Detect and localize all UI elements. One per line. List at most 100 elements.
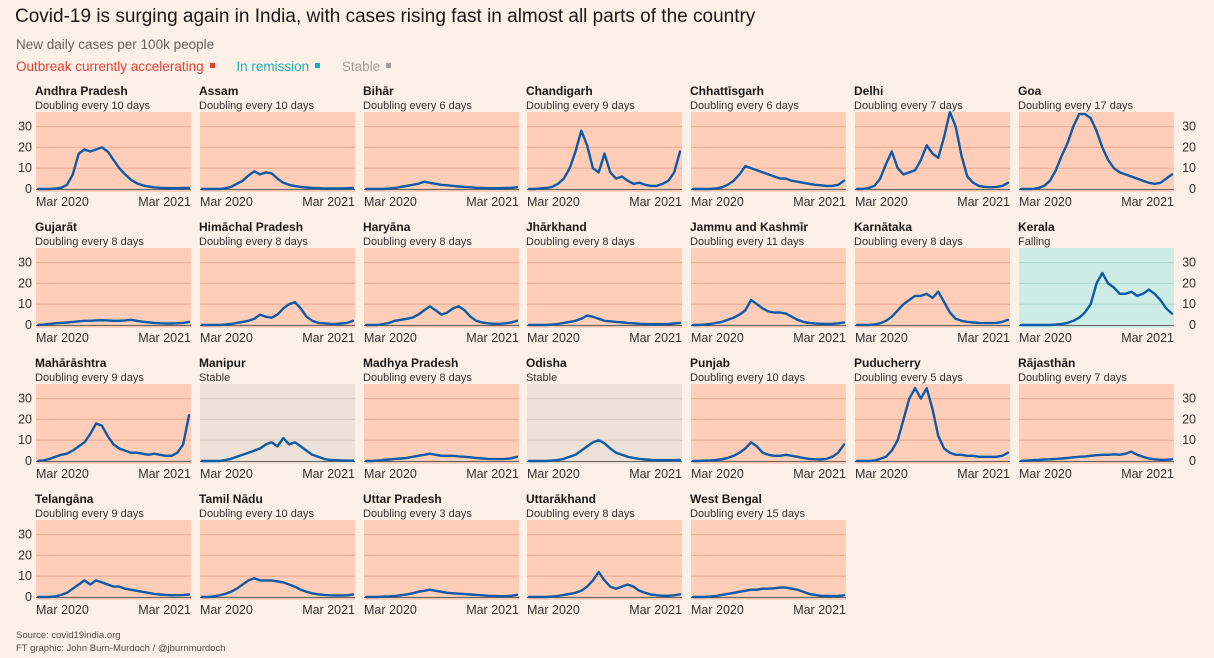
- panel-bg-haryana: [364, 248, 519, 328]
- panel-note-telangana: Doubling every 9 days: [35, 508, 144, 520]
- panel-note-tamil-nadu: Doubling every 10 days: [199, 508, 314, 520]
- panel-note-delhi: Doubling every 7 days: [854, 100, 963, 112]
- x-tick-end-delhi: Mar 2021: [957, 195, 1010, 209]
- series-line-uttarakhand: [527, 570, 682, 599]
- x-tick-start-puducherry: Mar 2020: [855, 467, 908, 481]
- panel-note-karnataka: Doubling every 8 days: [854, 236, 963, 248]
- x-tick-start-haryana: Mar 2020: [364, 331, 417, 345]
- legend-item-accelerating: Outbreak currently accelerating: [16, 59, 215, 74]
- x-tick-start-andhra-pradesh: Mar 2020: [36, 195, 89, 209]
- x-tick-start-goa: Mar 2020: [1019, 195, 1072, 209]
- chart-title: Covid-19 is surging again in India, with…: [15, 6, 756, 27]
- x-tick-start-maharashtra: Mar 2020: [36, 467, 89, 481]
- x-tick-end-jammu-and-kashmir: Mar 2021: [793, 331, 846, 345]
- panel-bg-uttarakhand: [527, 520, 682, 600]
- panel-bg-gujarat: [36, 248, 191, 328]
- legend-label-stable: Stable: [341, 59, 381, 74]
- panel-title-kerala: Kerala: [1018, 220, 1055, 234]
- panel-title-jammu-and-kashmir: Jammu and Kashmīr: [690, 220, 808, 234]
- series-line-rajasthan: [1019, 450, 1174, 463]
- panel-note-odisha: Stable: [526, 372, 557, 384]
- panel-title-telangana: Telangāna: [35, 492, 94, 506]
- series-line-gujarat: [36, 318, 191, 327]
- series-line-chhattisgarh: [691, 164, 846, 191]
- panel-note-gujarat: Doubling every 8 days: [35, 236, 144, 248]
- panel-bg-odisha: [527, 384, 682, 464]
- panel-bg-puducherry: [855, 384, 1010, 464]
- x-tick-end-west-bengal: Mar 2021: [793, 603, 846, 617]
- x-tick-start-jharkhand: Mar 2020: [527, 331, 580, 345]
- x-tick-start-tamil-nadu: Mar 2020: [200, 603, 253, 617]
- x-tick-start-punjab: Mar 2020: [691, 467, 744, 481]
- series-line-punjab: [691, 441, 846, 463]
- y-tick-right-kerala-20: 20: [1182, 276, 1196, 290]
- series-line-madhya-pradesh: [364, 452, 519, 463]
- x-tick-end-assam: Mar 2021: [302, 195, 355, 209]
- series-line-assam: [200, 170, 355, 191]
- panel-note-bihar: Doubling every 6 days: [363, 100, 472, 112]
- panel-note-uttarakhand: Doubling every 8 days: [526, 508, 635, 520]
- y-tick-left-telangana-30: 30: [18, 528, 32, 542]
- panel-bg-telangana: [36, 520, 191, 600]
- panel-title-bihar: Bihār: [363, 84, 394, 98]
- panel-title-goa: Goa: [1018, 84, 1042, 98]
- legend-item-stable: Stable: [341, 59, 392, 74]
- x-tick-start-telangana: Mar 2020: [36, 603, 89, 617]
- x-tick-end-chhattisgarh: Mar 2021: [793, 195, 846, 209]
- y-tick-right-goa-30: 30: [1182, 120, 1196, 134]
- panel-title-andhra-pradesh: Andhra Pradesh: [35, 84, 128, 98]
- y-tick-right-kerala-10: 10: [1182, 297, 1196, 311]
- x-tick-start-west-bengal: Mar 2020: [691, 603, 744, 617]
- panel-bg-andhra-pradesh: [36, 112, 191, 192]
- x-tick-end-gujarat: Mar 2021: [138, 331, 191, 345]
- x-tick-end-uttar-pradesh: Mar 2021: [466, 603, 519, 617]
- x-tick-end-haryana: Mar 2021: [466, 331, 519, 345]
- panel-bg-manipur: [200, 384, 355, 464]
- x-tick-start-madhya-pradesh: Mar 2020: [364, 467, 417, 481]
- legend-swatch-remission: [315, 62, 321, 68]
- x-tick-start-manipur: Mar 2020: [200, 467, 253, 481]
- series-line-telangana: [36, 579, 191, 599]
- y-tick-left-telangana-10: 10: [18, 569, 32, 583]
- series-line-tamil-nadu: [200, 577, 355, 599]
- panel-title-manipur: Manipur: [199, 356, 246, 370]
- x-tick-end-kerala: Mar 2021: [1121, 331, 1174, 345]
- panel-note-goa: Doubling every 17 days: [1018, 100, 1133, 112]
- x-tick-end-andhra-pradesh: Mar 2021: [138, 195, 191, 209]
- legend: Outbreak currently accelerating In remis…: [16, 59, 409, 74]
- x-tick-start-kerala: Mar 2020: [1019, 331, 1072, 345]
- series-line-puducherry: [855, 387, 1010, 463]
- y-tick-left-maharashtra-20: 20: [18, 412, 32, 426]
- panel-note-rajasthan: Doubling every 7 days: [1018, 372, 1127, 384]
- legend-swatch-stable: [386, 62, 392, 68]
- panel-bg-west-bengal: [691, 520, 846, 600]
- series-line-himachal-pradesh: [200, 300, 355, 327]
- x-tick-end-himachal-pradesh: Mar 2021: [302, 331, 355, 345]
- x-tick-end-karnataka: Mar 2021: [957, 331, 1010, 345]
- x-tick-end-madhya-pradesh: Mar 2021: [466, 467, 519, 481]
- legend-item-remission: In remission: [236, 59, 321, 74]
- panel-title-karnataka: Karnātaka: [854, 220, 912, 234]
- series-line-andhra-pradesh: [36, 146, 191, 191]
- panel-title-puducherry: Puducherry: [854, 356, 921, 370]
- x-tick-end-puducherry: Mar 2021: [957, 467, 1010, 481]
- panel-note-kerala: Falling: [1018, 236, 1050, 248]
- panel-title-tamil-nadu: Tamil Nādu: [199, 492, 263, 506]
- panel-note-puducherry: Doubling every 5 days: [854, 372, 963, 384]
- panel-note-chhattisgarh: Doubling every 6 days: [690, 100, 799, 112]
- x-tick-start-assam: Mar 2020: [200, 195, 253, 209]
- series-line-delhi: [855, 110, 1010, 191]
- y-tick-right-rajasthan-30: 30: [1182, 392, 1196, 406]
- panel-title-rajasthan: Rājasthān: [1018, 356, 1075, 370]
- x-tick-start-karnataka: Mar 2020: [855, 331, 908, 345]
- x-tick-end-rajasthan: Mar 2021: [1121, 467, 1174, 481]
- panel-bg-rajasthan: [1019, 384, 1174, 464]
- credit-note: FT graphic: John Burn-Murdoch / @jburnmu…: [16, 643, 226, 654]
- x-tick-end-jharkhand: Mar 2021: [629, 331, 682, 345]
- panel-title-maharashtra: Mahārāshtra: [35, 356, 107, 370]
- panel-bg-maharashtra: [36, 384, 191, 464]
- series-line-manipur: [200, 436, 355, 463]
- series-line-jharkhand: [527, 314, 682, 327]
- panel-bg-jharkhand: [527, 248, 682, 328]
- series-line-odisha: [527, 439, 682, 463]
